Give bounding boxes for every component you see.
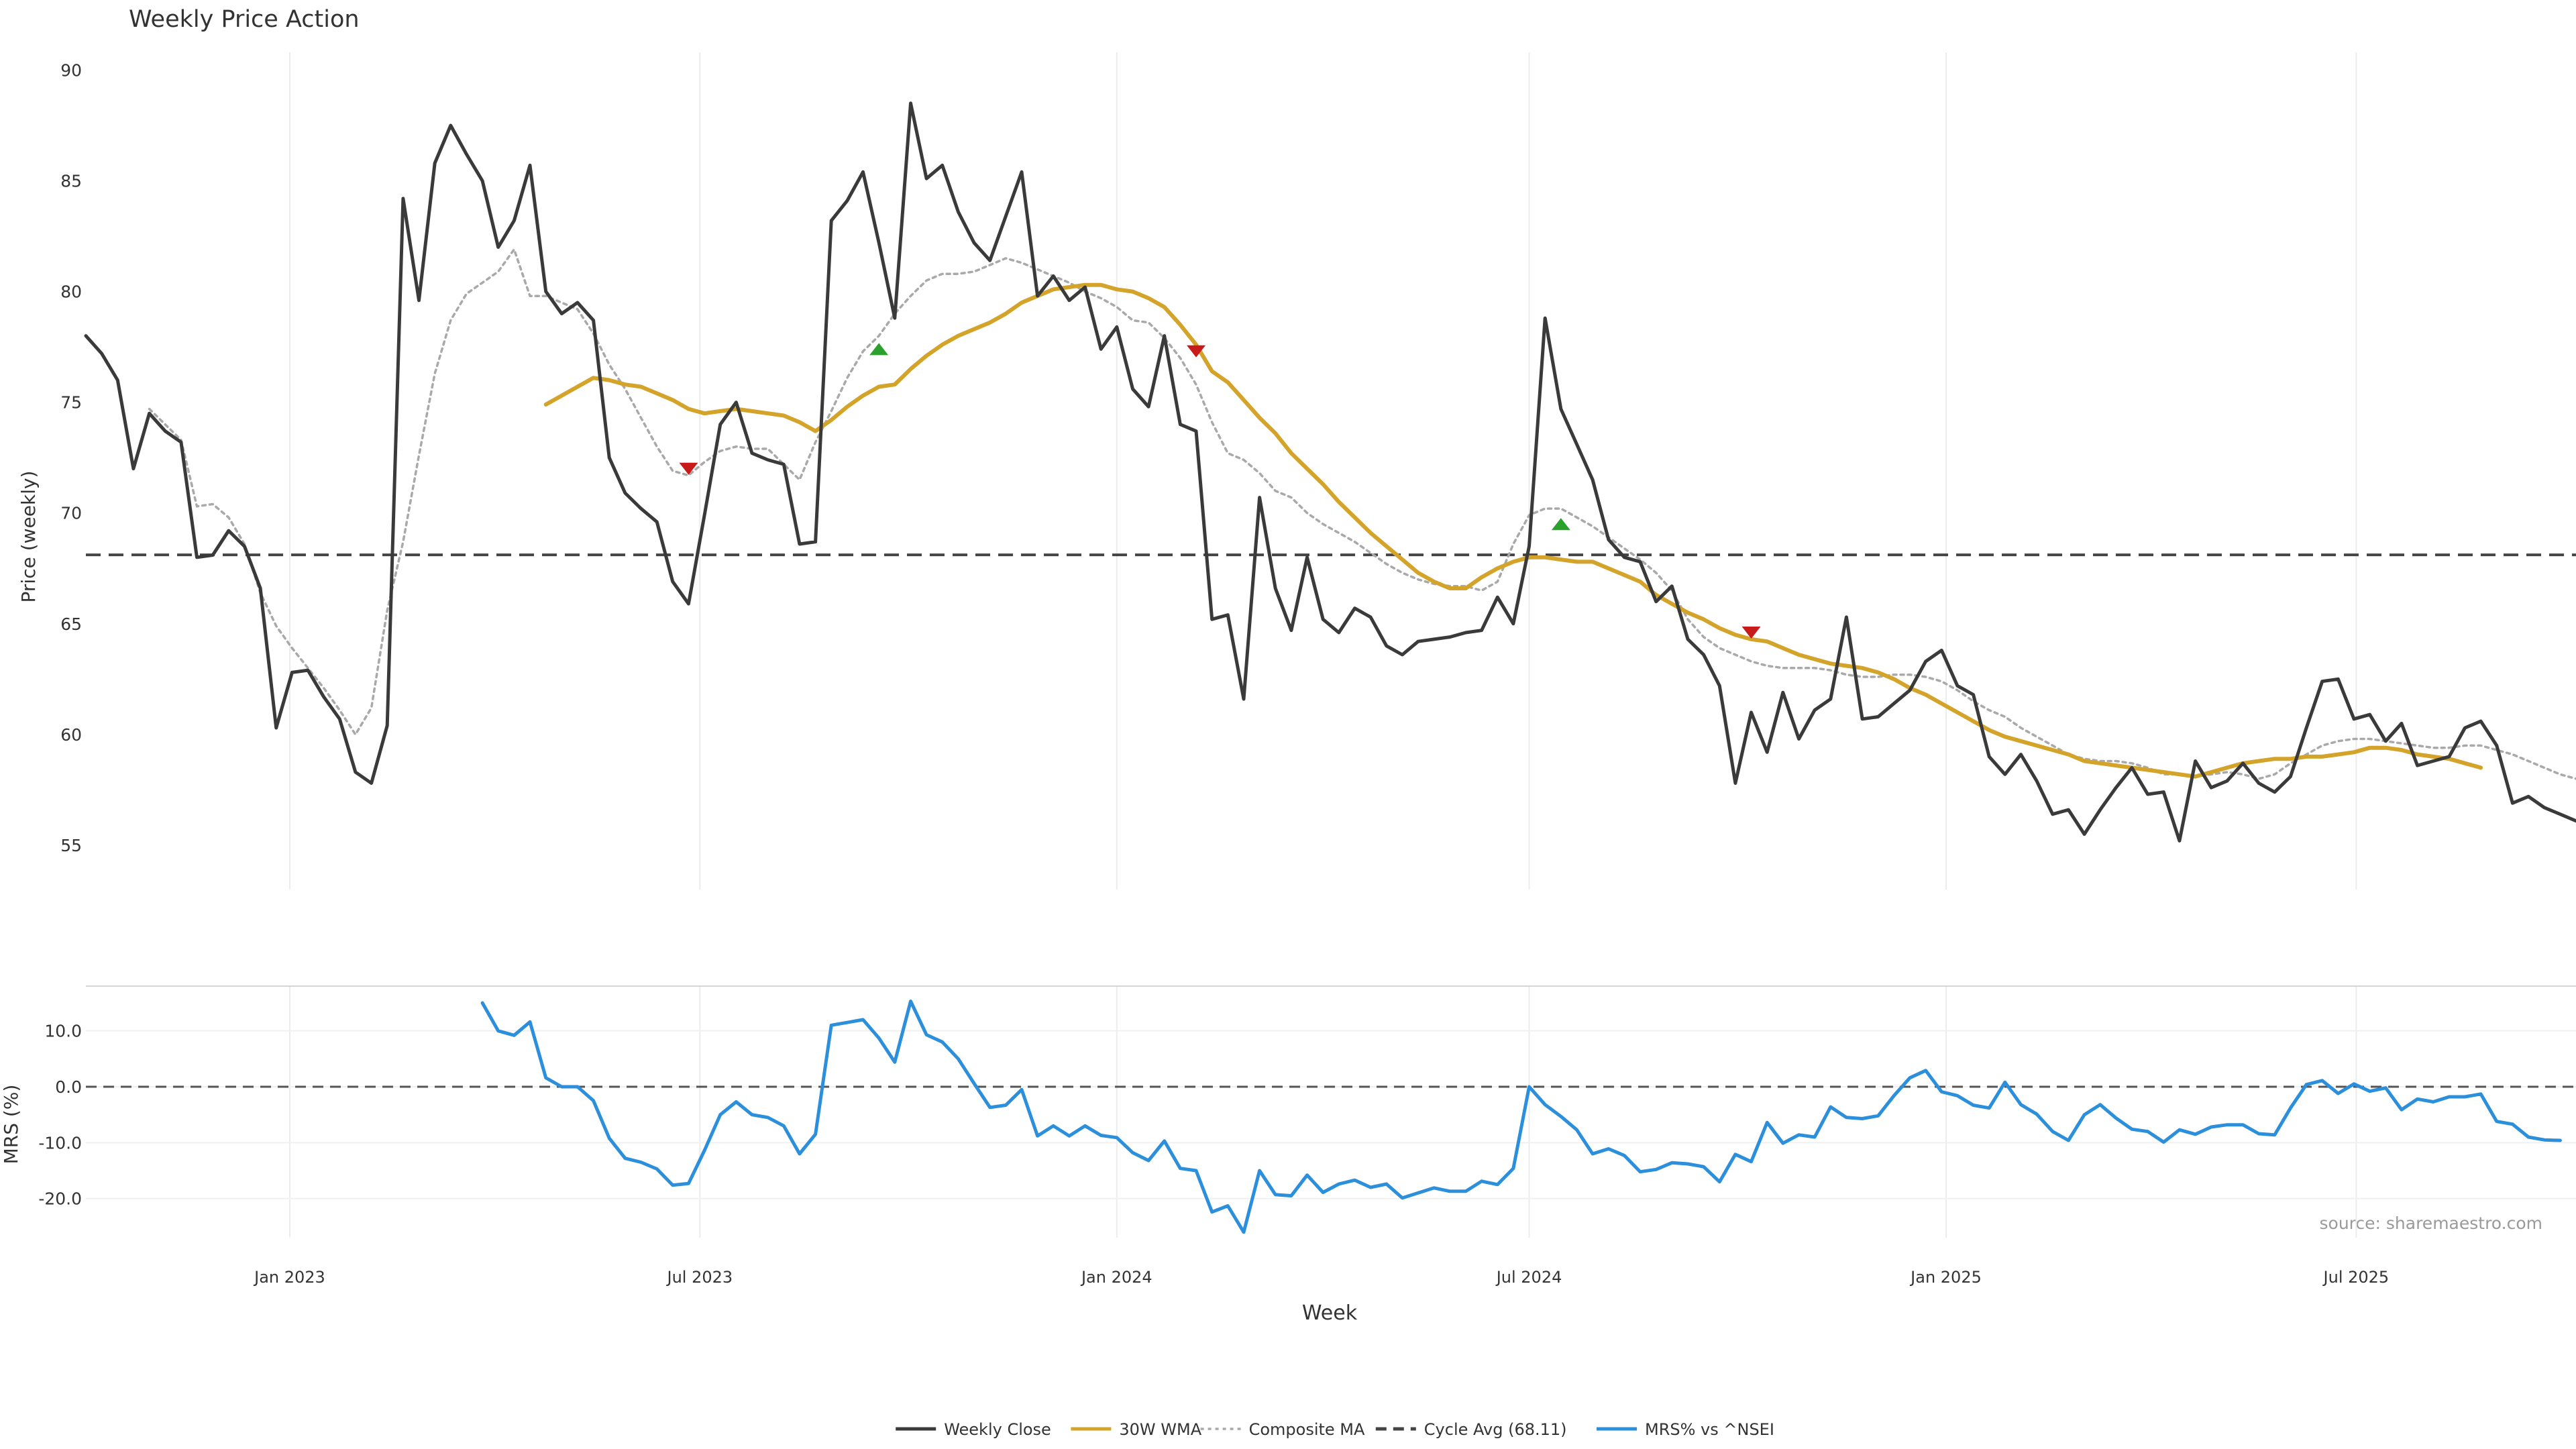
legend-label: Composite MA (1249, 1420, 1365, 1439)
weekly-close-line (84, 101, 2576, 843)
tick-labels: Jan 2023 Jul 2023 Jan 2024 Jul 2024 Jan 2025… (38, 60, 2389, 1287)
legend-label: 30W WMA (1119, 1420, 1201, 1439)
x-tick-label: Jan 2023 (253, 1268, 325, 1287)
price-y-axis-label: Price (weekly) (17, 471, 40, 603)
mrs-line (480, 1000, 2562, 1234)
series-lines (84, 101, 2576, 1234)
buy-signal-marker (869, 343, 889, 356)
source-note: source: sharemaestro.com (2320, 1214, 2543, 1233)
x-tick-label: Jul 2025 (2322, 1268, 2390, 1287)
chart-title: Weekly Price Action (129, 6, 360, 33)
price-y-tick-label: 85 (60, 171, 82, 191)
price-y-tick-label: 75 (60, 393, 82, 413)
price-y-tick-label: 65 (60, 614, 82, 634)
x-tick-label: Jan 2024 (1080, 1268, 1152, 1287)
buy-signal-marker (1551, 518, 1570, 531)
legend-label: Cycle Avg (68.11) (1424, 1420, 1567, 1439)
price-y-tick-label: 90 (60, 60, 82, 80)
legend-label: MRS% vs ^NSEI (1645, 1420, 1774, 1439)
x-tick-label: Jan 2025 (1909, 1268, 1982, 1287)
legend-label: Weekly Close (944, 1420, 1051, 1439)
mrs-y-tick-label: -20.0 (38, 1189, 82, 1209)
legend: Weekly Close 30W WMA Composite MA Cycle Avg… (896, 1420, 1774, 1439)
wma-line (543, 282, 2483, 779)
mrs-y-tick-label: -10.0 (38, 1133, 82, 1152)
price-y-tick-label: 80 (60, 282, 82, 302)
sell-signal-marker (679, 462, 698, 475)
mrs-y-axis-label: MRS (%) (0, 1085, 22, 1165)
signal-markers (679, 343, 1761, 639)
mrs-y-tick-label: 0.0 (55, 1077, 82, 1097)
x-axis-label: Week (1302, 1301, 1358, 1325)
price-y-tick-label: 55 (60, 836, 82, 855)
sell-signal-marker (1741, 627, 1761, 639)
x-tick-label: Jul 2023 (665, 1268, 733, 1287)
price-y-tick-label: 70 (60, 504, 82, 523)
reference-lines (86, 553, 2576, 1088)
price-y-tick-label: 60 (60, 725, 82, 745)
mrs-y-tick-label: 10.0 (44, 1022, 82, 1041)
sell-signal-marker (1187, 345, 1206, 358)
x-tick-label: Jul 2024 (1495, 1268, 1562, 1287)
